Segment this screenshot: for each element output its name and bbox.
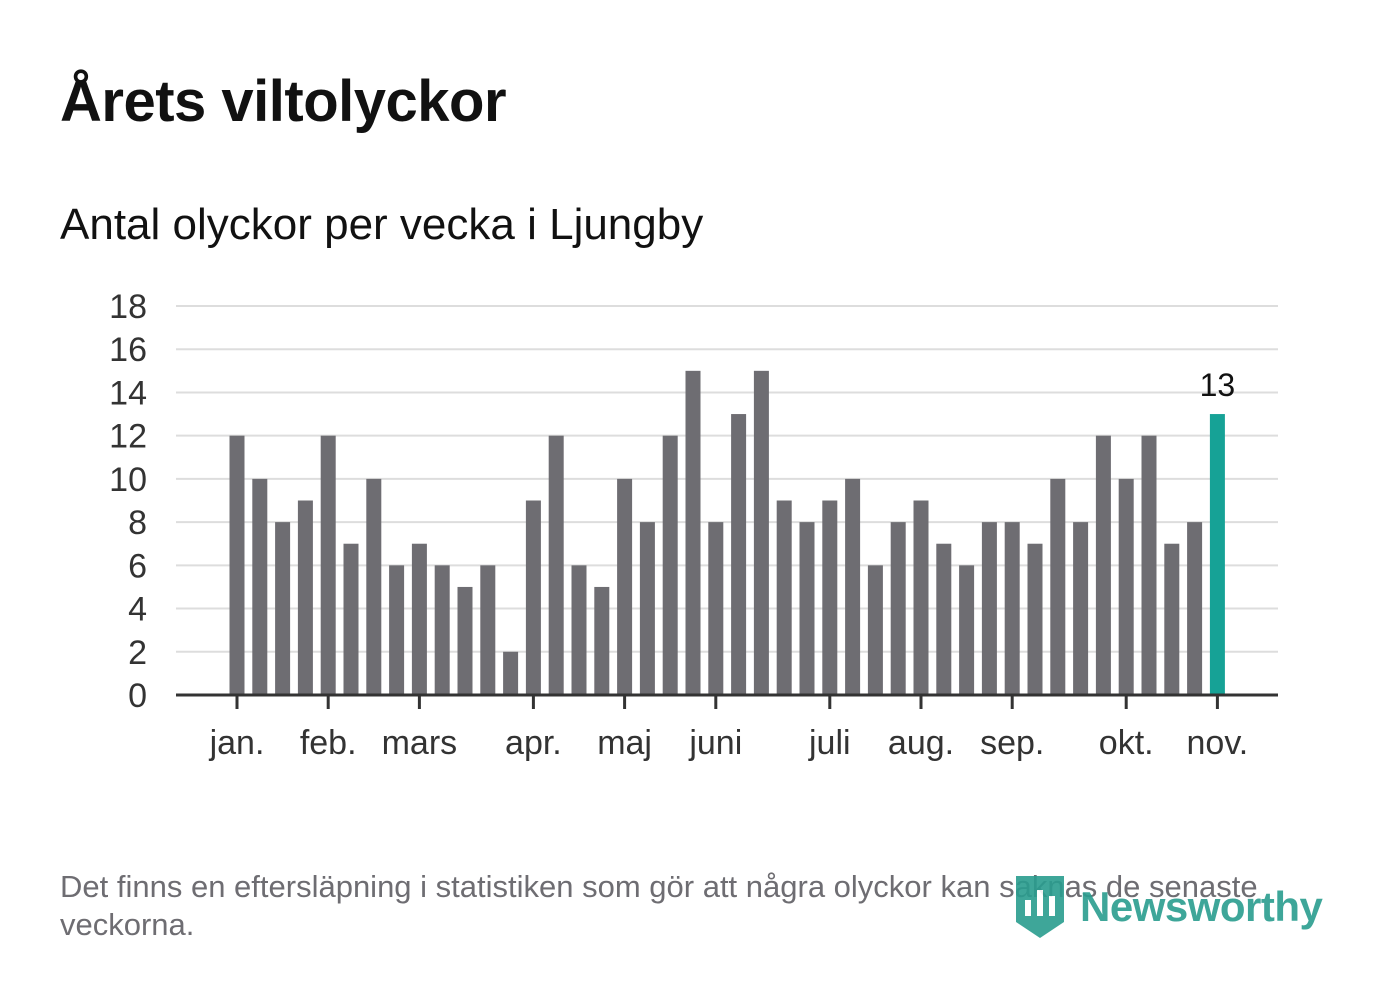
bar bbox=[389, 565, 405, 695]
bar bbox=[913, 500, 929, 695]
bar bbox=[959, 565, 975, 695]
y-tick-label: 4 bbox=[128, 591, 147, 629]
y-tick-label: 10 bbox=[109, 461, 147, 499]
x-tick-label: mars bbox=[382, 724, 458, 762]
bar bbox=[685, 370, 701, 695]
chart-subtitle: Antal olyckor per vecka i Ljungby bbox=[60, 200, 704, 249]
bar bbox=[457, 586, 473, 695]
y-tick-label: 8 bbox=[128, 504, 147, 542]
bar bbox=[1187, 522, 1203, 695]
bar bbox=[1073, 522, 1089, 695]
y-axis-ticks: 0 2 4 6 8 10 12 14 16 18 bbox=[109, 288, 147, 715]
bar bbox=[776, 500, 792, 695]
bar bbox=[320, 435, 336, 695]
bar bbox=[343, 543, 359, 695]
bar bbox=[297, 500, 313, 695]
bar bbox=[1118, 478, 1134, 695]
bar bbox=[1141, 435, 1157, 695]
chart-title: Årets viltolyckor bbox=[60, 69, 507, 134]
bar bbox=[434, 565, 450, 695]
bar bbox=[753, 370, 769, 695]
brand-logo: Newsworthy bbox=[1010, 872, 1323, 942]
y-tick-label: 0 bbox=[128, 677, 147, 715]
x-tick-label: maj bbox=[597, 724, 652, 762]
bar bbox=[617, 478, 633, 695]
bar bbox=[1027, 543, 1043, 695]
y-tick-label: 18 bbox=[109, 288, 147, 326]
bar bbox=[936, 543, 952, 695]
data-labels: 13 bbox=[1200, 367, 1236, 403]
x-tick-label: aug. bbox=[888, 724, 954, 762]
bar bbox=[981, 522, 997, 695]
bar bbox=[252, 478, 268, 695]
x-tick-label: sep. bbox=[980, 724, 1044, 762]
x-tick-label: apr. bbox=[505, 724, 562, 762]
x-tick-label: nov. bbox=[1187, 724, 1249, 762]
bar-highlight bbox=[1209, 414, 1225, 695]
gridlines bbox=[176, 305, 1278, 653]
bar bbox=[867, 565, 883, 695]
x-tick-label: juni bbox=[688, 724, 742, 762]
bar bbox=[366, 478, 382, 695]
x-axis-ticks: jan. feb. mars apr. maj juni juli aug. sep. okt. n… bbox=[209, 695, 1249, 762]
bar bbox=[708, 522, 724, 695]
newsworthy-logo-icon bbox=[1016, 876, 1064, 938]
bar bbox=[845, 478, 861, 695]
bar bbox=[571, 565, 587, 695]
bar bbox=[503, 651, 519, 695]
bar bbox=[275, 522, 291, 695]
bar bbox=[1050, 478, 1066, 695]
bar bbox=[594, 586, 610, 695]
y-tick-label: 16 bbox=[109, 331, 147, 369]
bar bbox=[890, 522, 906, 695]
bar bbox=[822, 500, 838, 695]
bar bbox=[1004, 522, 1020, 695]
bar bbox=[799, 522, 815, 695]
bar bbox=[229, 435, 245, 695]
bar bbox=[731, 414, 747, 695]
bar-data-label: 13 bbox=[1200, 367, 1236, 403]
bar bbox=[548, 435, 564, 695]
bar bbox=[411, 543, 427, 695]
x-tick-label: feb. bbox=[300, 724, 357, 762]
bar bbox=[662, 435, 678, 695]
y-tick-label: 14 bbox=[109, 374, 147, 412]
bar bbox=[525, 500, 541, 695]
brand-name: Newsworthy bbox=[1080, 883, 1323, 930]
x-tick-label: jan. bbox=[209, 724, 265, 762]
bars bbox=[229, 370, 1225, 695]
y-tick-label: 6 bbox=[128, 547, 147, 585]
bar bbox=[480, 565, 496, 695]
bar bbox=[639, 522, 655, 695]
x-tick-label: juli bbox=[808, 724, 851, 762]
bar bbox=[1095, 435, 1111, 695]
y-tick-label: 2 bbox=[128, 634, 147, 672]
y-tick-label: 12 bbox=[109, 418, 147, 456]
bar bbox=[1164, 543, 1180, 695]
x-tick-label: okt. bbox=[1099, 724, 1154, 762]
